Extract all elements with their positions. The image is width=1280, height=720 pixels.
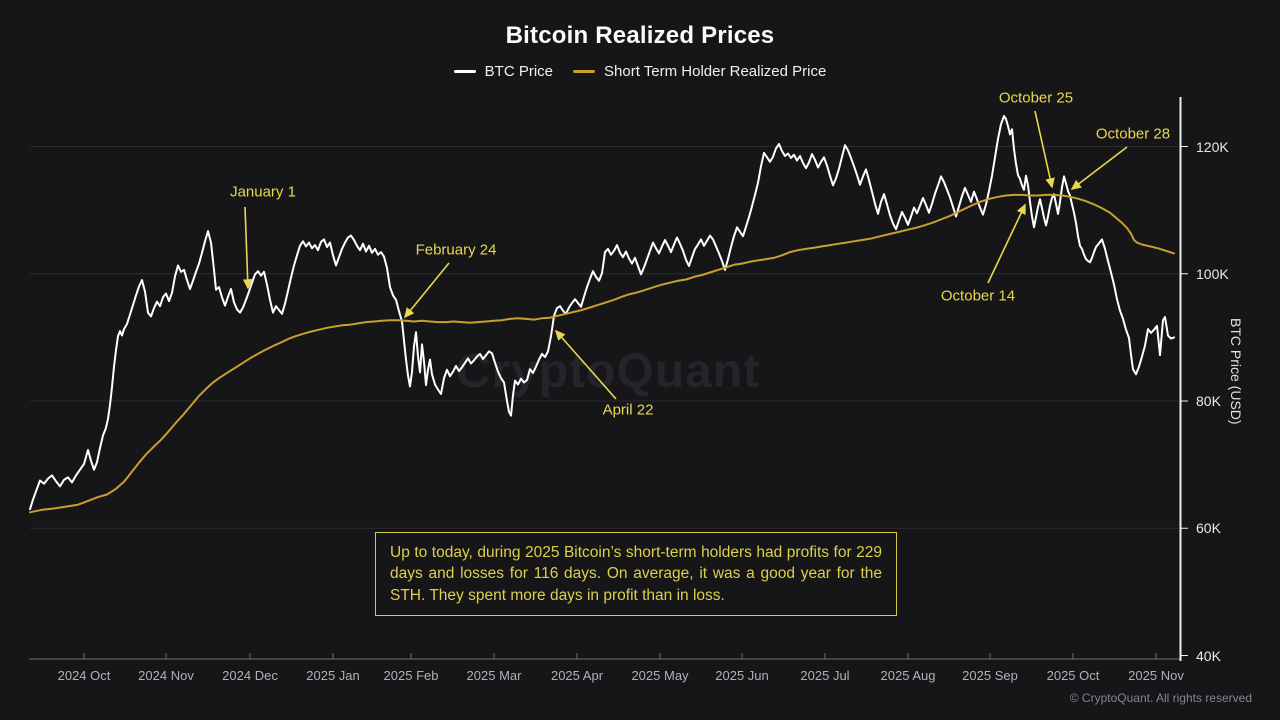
gridlines	[30, 146, 1180, 529]
annotation-label: October 14	[940, 287, 1016, 305]
annotation-arrow	[554, 329, 617, 400]
x-tick-label: 2025 Apr	[550, 668, 604, 683]
x-tick-label: 2025 Oct	[1046, 668, 1100, 683]
x-tick-label: 2025 Aug	[880, 668, 936, 683]
legend: BTC Price Short Term Holder Realized Pri…	[0, 63, 1280, 80]
btc-price-line	[29, 115, 1175, 511]
x-tick-label: 2025 Feb	[383, 668, 439, 683]
annotation-arrows	[242, 110, 1128, 400]
annotation-label: April 22	[602, 401, 654, 419]
x-tick-label: 2025 Nov	[1128, 668, 1184, 683]
x-tick-label: 2025 May	[631, 668, 689, 683]
annotation-arrow	[1070, 146, 1128, 190]
series-lines	[29, 115, 1175, 514]
x-tick-label: 2025 Mar	[466, 668, 522, 683]
y-axis-title: BTC Price (USD)	[1228, 318, 1244, 425]
sth-realized-price-line	[29, 193, 1175, 514]
sth-line-swatch-icon	[573, 70, 596, 73]
y-tick-label: 120K	[1196, 138, 1229, 155]
legend-label-sth: Short Term Holder Realized Price	[604, 63, 827, 80]
annotation-label: October 28	[1095, 125, 1171, 143]
annotation-label: February 24	[415, 241, 497, 259]
btc-line-swatch-icon	[453, 70, 476, 73]
axes	[29, 97, 1188, 661]
y-tick-label: 60K	[1196, 520, 1221, 537]
note-box: Up to today, during 2025 Bitcoin’s short…	[375, 532, 897, 617]
x-tick-label: 2024 Oct	[57, 668, 111, 683]
annotation-label: October 25	[998, 89, 1074, 107]
legend-label-btc: BTC Price	[484, 63, 554, 80]
x-tick-label: 2025 Sep	[962, 668, 1018, 683]
annotation-arrow	[242, 206, 253, 290]
x-tick-label: 2025 Jan	[306, 668, 360, 683]
annotation-arrow	[403, 262, 450, 319]
annotation-label: January 1	[230, 183, 296, 201]
annotation-arrow	[987, 203, 1026, 284]
y-tick-label: 80K	[1196, 393, 1221, 409]
x-tick-label: 2025 Jun	[715, 668, 769, 683]
legend-item-btc-price: BTC Price	[453, 63, 554, 80]
x-tick-label: 2024 Nov	[138, 668, 194, 683]
legend-item-sth-price: Short Term Holder Realized Price	[573, 63, 826, 80]
copyright-text: © CryptoQuant. All rights reserved	[1069, 691, 1252, 705]
annotation-arrow	[1034, 110, 1055, 189]
x-tick-label: 2025 Jul	[800, 668, 850, 683]
page-title: Bitcoin Realized Prices	[505, 22, 775, 49]
x-tick-label: 2024 Dec	[222, 668, 278, 683]
y-tick-label: 40K	[1196, 647, 1221, 664]
y-tick-label: 100K	[1196, 265, 1229, 282]
